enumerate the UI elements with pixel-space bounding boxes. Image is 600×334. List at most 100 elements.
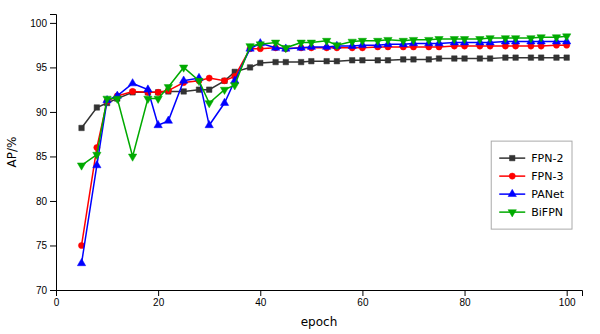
marker	[409, 37, 417, 44]
legend-marker	[509, 173, 515, 179]
marker	[164, 85, 172, 92]
tick-mark	[50, 156, 56, 157]
marker	[220, 98, 228, 105]
tick-mark	[50, 23, 56, 24]
marker	[181, 89, 186, 94]
marker	[511, 36, 519, 43]
marker	[476, 37, 484, 44]
legend-label: FPN-3	[531, 170, 563, 183]
marker	[93, 152, 101, 159]
marker	[452, 56, 457, 61]
marker	[128, 79, 136, 86]
marker	[205, 101, 213, 108]
marker	[273, 59, 278, 64]
marker	[220, 87, 228, 94]
marker	[528, 55, 533, 60]
tick-mark	[260, 290, 261, 296]
marker	[385, 58, 390, 63]
legend-marker	[508, 210, 516, 217]
tick: 20	[153, 290, 165, 308]
marker	[564, 55, 569, 60]
tick: 95	[36, 62, 56, 73]
marker	[258, 60, 263, 65]
marker	[155, 89, 161, 95]
marker	[154, 96, 162, 103]
marker	[309, 58, 314, 63]
marker	[349, 58, 354, 63]
marker	[180, 76, 188, 83]
marker	[256, 42, 264, 49]
legend-label: BiFPN	[531, 206, 563, 219]
marker	[180, 65, 188, 72]
tick-mark	[567, 290, 568, 296]
marker	[154, 120, 162, 127]
marker	[426, 57, 431, 62]
legend-label: PANet	[531, 188, 564, 201]
axis-line	[50, 15, 57, 291]
tick-mark	[362, 290, 363, 296]
marker	[231, 83, 239, 90]
y-axis-title: AP/%	[5, 137, 19, 168]
legend-marker	[508, 189, 516, 196]
tick-label: 40	[255, 297, 267, 308]
marker	[144, 85, 152, 92]
tick-mark	[465, 290, 466, 296]
legend-item: PANet	[499, 188, 564, 201]
tick: 60	[357, 290, 369, 308]
marker	[206, 75, 212, 81]
tick-label: 95	[36, 62, 48, 73]
marker	[155, 90, 160, 95]
tick-label: 20	[153, 297, 165, 308]
tick-mark	[50, 112, 56, 113]
tick: 40	[255, 290, 267, 308]
tick: 0	[54, 290, 60, 308]
legend-marker	[509, 155, 514, 160]
marker	[221, 78, 227, 84]
y-axis: 707580859095100	[30, 15, 56, 296]
marker	[195, 78, 203, 85]
marker	[283, 59, 288, 64]
marker	[144, 96, 152, 103]
marker	[360, 58, 365, 63]
tick-mark	[50, 67, 56, 68]
marker	[324, 58, 329, 63]
legend-box	[491, 141, 572, 229]
marker	[271, 40, 279, 47]
marker	[282, 45, 290, 52]
marker	[527, 36, 535, 43]
legend: FPN-2FPN-3PANetBiFPN	[491, 141, 572, 229]
x-axis-title: epoch	[301, 315, 338, 329]
marker	[222, 78, 227, 83]
marker	[128, 154, 136, 161]
marker	[374, 38, 382, 45]
tick-mark	[50, 290, 56, 291]
marker	[375, 58, 380, 63]
marker	[503, 55, 508, 60]
marker	[552, 35, 560, 42]
tick-label: 80	[36, 196, 48, 207]
marker	[477, 56, 482, 61]
marker	[246, 44, 254, 51]
tick-label: 90	[36, 107, 48, 118]
marker	[563, 34, 571, 41]
marker	[94, 105, 99, 110]
tick: 100	[30, 18, 56, 29]
marker	[322, 38, 330, 45]
tick: 85	[36, 151, 56, 162]
marker	[538, 55, 543, 60]
tick-label: 75	[36, 240, 48, 251]
marker	[93, 161, 101, 168]
marker	[247, 65, 252, 70]
tick-label: 80	[459, 297, 471, 308]
axis-line	[57, 291, 583, 297]
marker	[384, 37, 392, 44]
marker	[333, 43, 341, 50]
marker	[450, 37, 458, 44]
tick-label: 100	[559, 297, 576, 308]
legend-item: FPN-3	[499, 170, 563, 183]
tick: 100	[559, 290, 576, 308]
marker	[436, 56, 441, 61]
marker	[307, 40, 315, 47]
marker	[425, 37, 433, 44]
marker	[460, 37, 468, 44]
